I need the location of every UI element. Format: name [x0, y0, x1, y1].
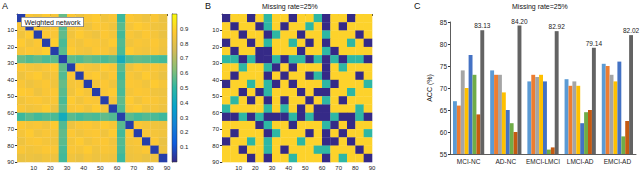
svg-text:90: 90: [164, 165, 171, 171]
svg-text:80: 80: [352, 165, 359, 171]
svg-text:C: C: [414, 1, 421, 11]
svg-text:82.92: 82.92: [549, 23, 566, 30]
svg-text:90: 90: [7, 159, 14, 165]
svg-text:40: 40: [212, 77, 219, 83]
svg-text:B: B: [205, 1, 211, 11]
svg-text:70: 70: [212, 126, 219, 132]
svg-text:0.4: 0.4: [180, 100, 189, 106]
svg-text:Weighted network: Weighted network: [25, 19, 81, 27]
svg-text:0.9: 0.9: [180, 26, 189, 32]
svg-text:10: 10: [212, 27, 219, 33]
svg-text:85: 85: [440, 19, 448, 26]
svg-text:EMCI-AD: EMCI-AD: [604, 158, 632, 165]
svg-text:0.8: 0.8: [180, 41, 189, 47]
svg-text:Missing rate=25%: Missing rate=25%: [262, 3, 318, 11]
svg-text:80: 80: [212, 143, 219, 149]
svg-text:10: 10: [7, 27, 14, 33]
svg-text:50: 50: [7, 93, 14, 99]
svg-text:90: 90: [369, 165, 376, 171]
svg-text:30: 30: [212, 60, 219, 66]
svg-text:50: 50: [212, 93, 219, 99]
svg-text:20: 20: [212, 44, 219, 50]
svg-text:70: 70: [440, 85, 448, 92]
svg-text:75: 75: [440, 63, 448, 70]
svg-text:LMCI-AD: LMCI-AD: [567, 158, 594, 165]
svg-text:79.14: 79.14: [586, 40, 603, 47]
svg-text:0.6: 0.6: [180, 70, 189, 76]
svg-text:40: 40: [80, 165, 87, 171]
svg-text:20: 20: [47, 165, 54, 171]
svg-text:0.1: 0.1: [180, 144, 189, 150]
svg-text:83.13: 83.13: [474, 22, 491, 29]
svg-text:ACC (%): ACC (%): [426, 74, 434, 102]
svg-text:30: 30: [269, 165, 276, 171]
svg-text:AD-NC: AD-NC: [496, 158, 517, 165]
svg-text:90: 90: [212, 159, 219, 165]
svg-text:30: 30: [64, 165, 71, 171]
svg-text:40: 40: [7, 77, 14, 83]
svg-text:20: 20: [252, 165, 259, 171]
svg-text:70: 70: [130, 165, 137, 171]
svg-text:50: 50: [97, 165, 104, 171]
svg-text:0.5: 0.5: [180, 85, 189, 91]
svg-text:20: 20: [7, 44, 14, 50]
svg-text:30: 30: [7, 60, 14, 66]
svg-text:MCI-NC: MCI-NC: [457, 158, 481, 165]
svg-text:40: 40: [285, 165, 292, 171]
svg-text:0.2: 0.2: [180, 129, 189, 135]
svg-text:0.3: 0.3: [180, 115, 189, 121]
svg-text:70: 70: [335, 165, 342, 171]
svg-text:50: 50: [302, 165, 309, 171]
svg-text:10: 10: [30, 165, 37, 171]
svg-text:Missing rate=25%: Missing rate=25%: [512, 3, 568, 11]
svg-text:80: 80: [440, 41, 448, 48]
svg-text:0.7: 0.7: [180, 55, 189, 61]
svg-text:60: 60: [7, 110, 14, 116]
svg-text:80: 80: [7, 143, 14, 149]
svg-text:60: 60: [440, 129, 448, 136]
svg-text:60: 60: [212, 110, 219, 116]
svg-text:84.20: 84.20: [511, 18, 528, 25]
svg-text:80: 80: [147, 165, 154, 171]
svg-text:EMCI-LMCI: EMCI-LMCI: [526, 158, 560, 165]
svg-text:55: 55: [440, 151, 448, 158]
svg-text:60: 60: [319, 165, 326, 171]
svg-text:65: 65: [440, 107, 448, 114]
svg-text:82.02: 82.02: [623, 27, 640, 34]
svg-text:60: 60: [114, 165, 121, 171]
svg-text:70: 70: [7, 126, 14, 132]
svg-text:A: A: [2, 1, 8, 11]
svg-text:10: 10: [235, 165, 242, 171]
